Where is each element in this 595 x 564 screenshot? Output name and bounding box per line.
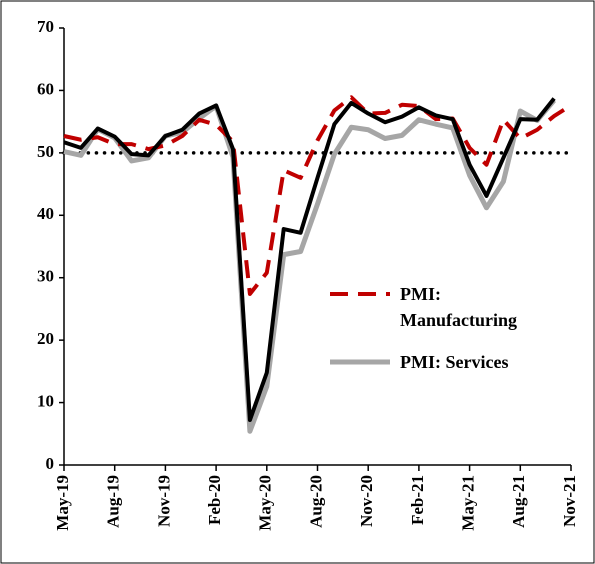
x-tick-label: Nov-21	[560, 475, 579, 527]
y-tick-label: 70	[37, 17, 54, 36]
x-tick-label: May-20	[256, 475, 275, 531]
y-tick-label: 0	[46, 454, 55, 473]
series-line	[63, 95, 573, 296]
y-tick-label: 30	[37, 267, 54, 286]
x-tick-label: Feb-21	[408, 475, 427, 525]
series-line	[63, 97, 556, 423]
x-tick-label: Aug-21	[509, 475, 528, 528]
series-line	[63, 98, 557, 434]
legend-label: PMI: Manufacturing	[400, 284, 517, 330]
x-tick-label: Aug-20	[306, 475, 325, 528]
y-tick-label: 10	[37, 391, 54, 410]
x-tick-label: Nov-19	[154, 475, 173, 527]
y-tick-label: 40	[37, 204, 54, 223]
x-tick-label: May-19	[53, 475, 72, 531]
x-tick-label: May-21	[459, 475, 478, 531]
x-tick-label: Feb-20	[205, 475, 224, 525]
y-tick-label: 50	[37, 142, 54, 161]
y-tick-label: 20	[37, 329, 54, 348]
x-tick-label: Aug-19	[104, 475, 123, 528]
y-tick-label: 60	[37, 79, 54, 98]
x-tick-label: Nov-20	[357, 475, 376, 527]
legend-label: PMI: Services	[400, 352, 509, 372]
